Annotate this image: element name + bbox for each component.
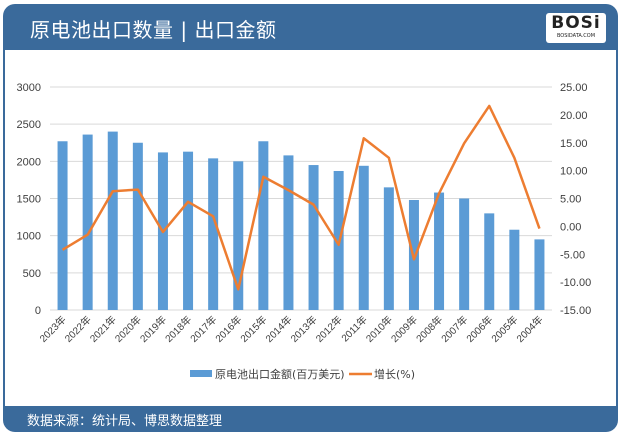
x-tick-label: 2006年 bbox=[463, 313, 495, 345]
bar bbox=[183, 151, 194, 310]
x-tick-label: 2015年 bbox=[237, 313, 269, 345]
x-tick-label: 2017年 bbox=[187, 313, 219, 345]
bar bbox=[484, 213, 495, 310]
logo: BOSi BOSIDATA.COM bbox=[546, 13, 606, 43]
logo-subtext: BOSIDATA.COM bbox=[556, 33, 596, 39]
bar bbox=[459, 198, 470, 310]
right-tick-label: -10.00 bbox=[560, 277, 591, 289]
left-tick-label: 3000 bbox=[17, 82, 41, 94]
x-tick-label: 2010年 bbox=[363, 313, 395, 345]
left-tick-label: 2000 bbox=[17, 156, 41, 168]
right-tick-label: -15.00 bbox=[560, 305, 591, 317]
bar bbox=[509, 229, 520, 310]
x-tick-label: 2020年 bbox=[112, 313, 144, 345]
x-tick-label: 2018年 bbox=[162, 313, 194, 345]
bar bbox=[233, 161, 244, 310]
bar bbox=[358, 165, 369, 310]
bar bbox=[283, 155, 294, 310]
x-tick-label: 2008年 bbox=[413, 313, 445, 345]
data-source: 数据来源：统计局、博思数据整理 bbox=[27, 414, 223, 429]
x-tick-label: 2023年 bbox=[37, 313, 69, 345]
legend-swatch-bar bbox=[190, 370, 212, 377]
x-tick-label: 2004年 bbox=[514, 313, 546, 345]
right-tick-label: 5.00 bbox=[560, 194, 581, 206]
x-tick-label: 2005年 bbox=[488, 313, 520, 345]
logo-text: BOSi bbox=[551, 13, 601, 33]
x-tick-label: 2016年 bbox=[212, 313, 244, 345]
growth-line bbox=[61, 104, 541, 291]
left-tick-label: 1000 bbox=[17, 231, 41, 243]
x-tick-label: 2013年 bbox=[288, 313, 320, 345]
x-tick-label: 2019年 bbox=[137, 313, 169, 345]
x-tick-label: 2014年 bbox=[263, 313, 295, 345]
bar bbox=[107, 131, 118, 310]
bar bbox=[57, 141, 68, 310]
right-tick-label: 10.00 bbox=[560, 166, 588, 178]
x-tick-label: 2009年 bbox=[388, 313, 420, 345]
header: 原电池出口数量 | 出口金额 BOSi BOSIDATA.COM bbox=[3, 4, 618, 50]
right-tick-label: 25.00 bbox=[560, 82, 588, 94]
right-tick-label: 15.00 bbox=[560, 138, 588, 150]
x-tick-label: 2022年 bbox=[62, 313, 94, 345]
legend-label-line: 增长(%) bbox=[374, 367, 415, 381]
right-tick-label: 0.00 bbox=[560, 221, 581, 233]
left-tick-label: 500 bbox=[23, 268, 41, 280]
bar bbox=[132, 142, 143, 310]
x-tick-label: 2021年 bbox=[87, 313, 119, 345]
page-title: 原电池出口数量 | 出口金额 bbox=[30, 18, 277, 42]
x-tick-label: 2011年 bbox=[338, 313, 369, 344]
left-tick-label: 1500 bbox=[17, 194, 41, 206]
bar bbox=[534, 239, 545, 310]
right-tick-label: -5.00 bbox=[560, 249, 585, 261]
right-tick-label: 20.00 bbox=[560, 110, 588, 122]
bar bbox=[208, 158, 219, 310]
bar bbox=[308, 165, 319, 310]
x-tick-label: 2012年 bbox=[313, 313, 345, 345]
bar bbox=[82, 134, 93, 310]
left-tick-label: 2500 bbox=[17, 119, 41, 131]
bar bbox=[383, 187, 394, 310]
x-tick-label: 2007年 bbox=[438, 313, 470, 345]
left-tick-label: 0 bbox=[35, 305, 41, 317]
bar bbox=[434, 192, 445, 310]
legend-label-bar: 原电池出口金额(百万美元) bbox=[215, 367, 345, 381]
bar bbox=[258, 141, 269, 310]
